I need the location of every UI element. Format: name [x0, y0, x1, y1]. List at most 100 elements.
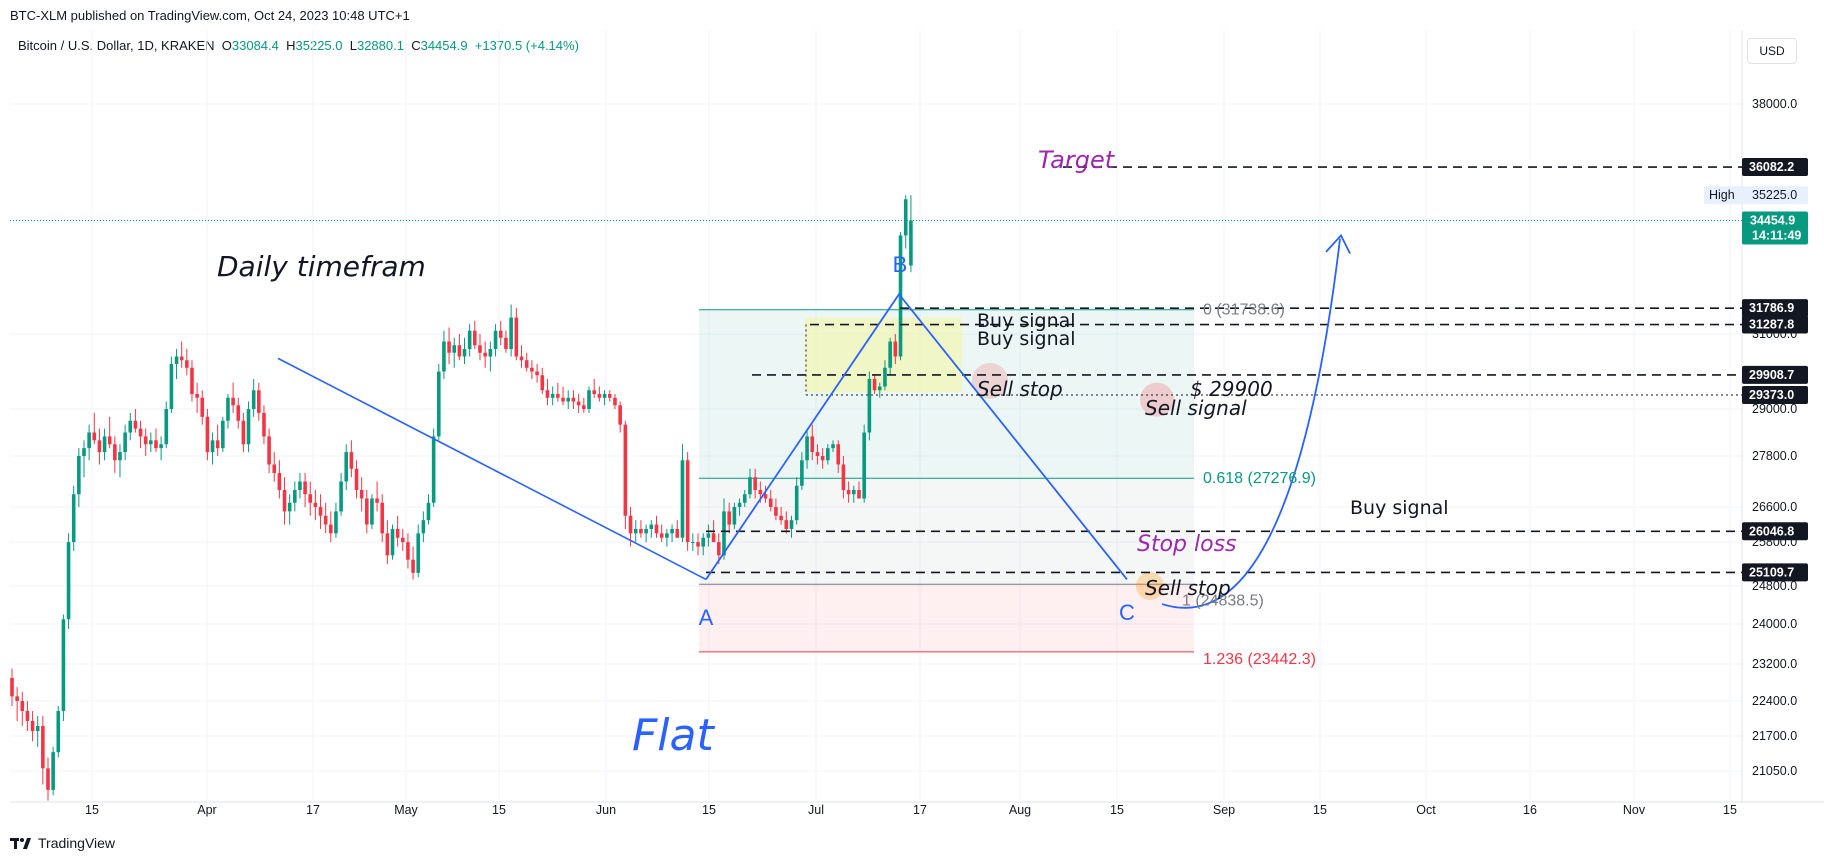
candle-body: [530, 367, 534, 372]
time-tick-label: 17: [306, 803, 320, 817]
candle-body: [815, 452, 820, 456]
candle-body: [277, 473, 282, 490]
candle-body: [877, 386, 882, 391]
fib-zone-lower: [699, 584, 1194, 652]
high-value-bg: [1742, 186, 1808, 205]
candle-body: [826, 448, 830, 461]
candle-body: [431, 436, 436, 503]
countdown-label: 14:11:49: [1752, 228, 1801, 242]
timeframe-label: Daily timefram: [217, 250, 426, 283]
candle-body: [670, 528, 674, 534]
candle-body: [851, 490, 856, 495]
candle-body: [789, 520, 794, 529]
low-value: 32880.1: [356, 38, 404, 53]
candle-body: [524, 360, 529, 368]
candle-body: [576, 401, 581, 406]
candle-body: [462, 349, 467, 357]
candle-body: [846, 490, 851, 495]
candle-body: [748, 477, 752, 495]
candle-body: [339, 481, 343, 512]
footer-brand[interactable]: TradingView: [10, 835, 115, 851]
candle-body: [488, 349, 493, 357]
candle-body: [872, 379, 877, 391]
candle-body: [323, 515, 328, 525]
price-tag-bg: [1742, 386, 1808, 405]
candle-body: [10, 677, 14, 697]
high-marker-label: High: [1709, 188, 1735, 202]
candle-body: [436, 371, 441, 437]
candle-body: [143, 436, 148, 445]
candle-body: [138, 428, 143, 437]
candle-body: [613, 397, 617, 406]
candle-body: [354, 468, 359, 490]
candle-body: [364, 498, 369, 525]
candle-body: [406, 542, 410, 560]
candle-body: [149, 440, 153, 445]
open-value: 33084.4: [231, 38, 279, 53]
candle-body: [602, 394, 607, 398]
candle-body: [696, 542, 700, 547]
price-tag-bg: [1742, 158, 1808, 177]
candle-body: [200, 397, 205, 417]
candle-body: [582, 405, 586, 409]
close-label: C: [411, 38, 421, 53]
candle-body: [154, 440, 158, 449]
currency-button[interactable]: USD: [1747, 38, 1797, 64]
candle-body: [504, 337, 508, 349]
point-a-label: A: [699, 605, 714, 630]
buy-signal-2-label: Buy signal: [977, 328, 1076, 350]
candle-body: [41, 726, 45, 769]
candle-body: [566, 397, 571, 402]
price-tick-label: 23200.0: [1752, 657, 1797, 671]
high-value: 35225.0: [295, 38, 343, 53]
candle-body: [262, 412, 266, 437]
candle-body: [390, 528, 395, 556]
candle-body: [334, 511, 338, 534]
candle-body: [25, 711, 30, 721]
candle-body: [210, 440, 215, 453]
candle-body: [467, 330, 472, 349]
sell-stop-2-label: Sell stop: [1145, 576, 1231, 600]
high-marker-bg: [1704, 186, 1742, 205]
candle-body: [349, 452, 354, 469]
candle-body: [711, 533, 716, 543]
chart-grid: [10, 30, 1824, 803]
candle-body: [272, 464, 277, 473]
candle-body: [909, 220, 913, 266]
candle-body: [888, 341, 892, 368]
sell-signal-highlight: [1140, 382, 1174, 417]
time-tick-label: 15: [1723, 803, 1737, 817]
candle-body: [493, 330, 498, 349]
candle-body: [426, 502, 431, 521]
candle-body: [820, 456, 825, 461]
candle-body: [416, 533, 421, 573]
fib-label-1236: 1.236 (23442.3): [1203, 651, 1316, 668]
price-tag-bg: [1742, 522, 1808, 541]
candle-body: [607, 394, 612, 398]
candle-body: [241, 420, 246, 445]
candle-body: [561, 397, 565, 402]
fib-label-0: 0 (31738.6): [1203, 302, 1285, 319]
annotation-labels: A B C 0 (31738.6) 0.618 (27276.9) 1 (24838.5)…: [217, 146, 1449, 761]
candle-body: [680, 460, 685, 538]
price-tick-label: 24000.0: [1752, 617, 1797, 631]
candle-body: [867, 379, 872, 433]
candle-body: [633, 528, 638, 534]
candle-body: [597, 394, 602, 398]
candle-body: [784, 520, 789, 529]
high-label: H: [286, 38, 296, 53]
candle-body: [102, 436, 107, 453]
candle-body: [359, 490, 364, 499]
candle-body: [685, 460, 690, 543]
price-tag-bg: [1742, 365, 1808, 384]
candle-body: [805, 436, 809, 461]
symbol-name[interactable]: Bitcoin / U.S. Dollar, 1D, KRAKEN: [18, 38, 215, 53]
point-b-label: B: [893, 252, 908, 277]
low-label: L: [349, 38, 357, 53]
price-tick-label: 29000.0: [1752, 402, 1797, 416]
candle-body: [737, 502, 742, 507]
candle-body: [221, 420, 225, 449]
candle-body: [701, 537, 706, 547]
candle-body: [215, 440, 220, 449]
